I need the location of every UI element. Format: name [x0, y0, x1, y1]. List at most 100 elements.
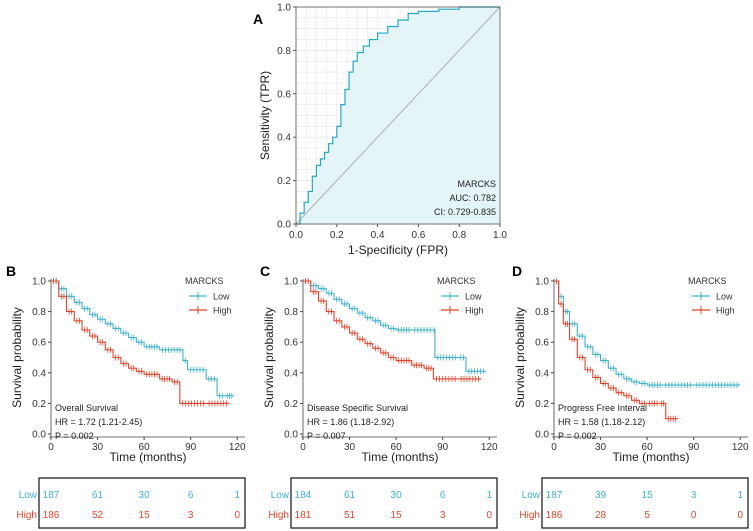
risk-count: 39	[595, 490, 607, 501]
risk-count: 184	[295, 490, 312, 501]
km-curve-high	[554, 280, 679, 420]
hazard-ratio-text: HR = 1.58 (1.18-2.12)	[558, 417, 645, 427]
km-curve-low	[554, 280, 741, 386]
risk-count: 0	[691, 510, 697, 521]
plot-frame	[295, 6, 501, 225]
legend-label-high: High	[716, 306, 735, 316]
panel-label-a: A	[253, 11, 263, 27]
y-axis-title: Sensitivity (TPR)	[258, 71, 272, 160]
x-tick-label: 0.4	[371, 230, 385, 241]
x-tick-label: 0.8	[452, 230, 466, 241]
risk-row-label-high: High	[268, 510, 289, 521]
x-tick-label: 0	[300, 442, 306, 453]
risk-count: 15	[139, 510, 151, 521]
risk-count: 15	[642, 490, 654, 501]
legend-label-high: High	[465, 306, 484, 316]
risk-count: 3	[691, 490, 697, 501]
y-tick-label: 0.4	[277, 133, 291, 144]
risk-count: 61	[92, 490, 104, 501]
panel-label-b: B	[6, 263, 16, 279]
y-tick-label: 1.0	[535, 277, 549, 288]
legend-label-low: Low	[716, 292, 733, 302]
risk-table-frame	[38, 477, 246, 529]
risk-count: 6	[188, 490, 194, 501]
km-curve-low	[51, 280, 235, 397]
survival-type-label: Disease Specific Survival	[307, 403, 408, 413]
risk-count: 181	[295, 510, 312, 521]
x-axis-title: Time (months)	[362, 450, 439, 464]
x-tick-label: 60	[139, 442, 151, 453]
reference-diagonal	[295, 6, 501, 225]
risk-count: 6	[440, 490, 446, 501]
risk-count: 28	[595, 510, 607, 521]
y-tick-label: 0.4	[32, 368, 46, 379]
y-tick-label: 0.8	[277, 46, 291, 57]
panel-a: A 0.0 0.2 0.4 0.6 0.8 1.0 0.0 0.2 0.4 0.6 0.8 1.0 1-S…	[253, 3, 507, 258]
x-tick-label: 30	[344, 442, 356, 453]
risk-count: 15	[391, 510, 403, 521]
risk-count: 1	[486, 490, 492, 501]
risk-count: 0	[737, 510, 743, 521]
x-tick-label: 0	[551, 442, 557, 453]
x-tick-label: 120	[732, 442, 749, 453]
y-tick-label: 1.0	[32, 277, 46, 288]
panel-label-d: D	[512, 263, 522, 279]
risk-count: 5	[644, 510, 650, 521]
roc-legend-text: CI: 0.729-0.835	[434, 207, 496, 217]
y-tick-label: 0.8	[284, 307, 298, 318]
risk-count: 3	[440, 510, 446, 521]
y-tick-label: 0.6	[32, 338, 46, 349]
x-tick-label: 30	[595, 442, 607, 453]
p-value-text: P = 0.002	[55, 431, 94, 441]
risk-count: 61	[344, 490, 356, 501]
y-axis-title: Survival probability	[10, 307, 24, 408]
x-axis-title: Time (months)	[110, 450, 187, 464]
y-tick-label: 0.0	[535, 430, 549, 441]
y-tick-label: 0.4	[535, 368, 549, 379]
y-tick-label: 0.0	[284, 430, 298, 441]
risk-count: 0	[234, 510, 240, 521]
y-tick-label: 0.2	[284, 399, 298, 410]
roc-curve	[296, 6, 500, 225]
risk-row-label-high: High	[519, 510, 540, 521]
legend-label-high: High	[213, 306, 232, 316]
y-axis-title: Survival probability	[513, 307, 527, 408]
y-tick-label: 0.6	[277, 89, 291, 100]
risk-table-frame	[290, 477, 498, 529]
survival-type-label: Overall Survival	[55, 403, 118, 413]
x-tick-label: 0.0	[289, 230, 303, 241]
risk-row-label-high: High	[16, 510, 37, 521]
risk-row-label-low: Low	[522, 490, 541, 501]
hazard-ratio-text: HR = 1.86 (1.18-2.92)	[307, 417, 394, 427]
x-tick-label: 0.6	[411, 230, 425, 241]
legend-title: MARCKS	[437, 276, 476, 286]
risk-count: 3	[188, 510, 194, 521]
x-tick-label: 0	[48, 442, 54, 453]
p-value-text: P = 0.002	[558, 431, 597, 441]
y-tick-label: 0.0	[277, 220, 291, 231]
risk-count: 187	[43, 490, 60, 501]
x-tick-label: 0.2	[330, 230, 344, 241]
x-tick-label: 60	[391, 442, 403, 453]
y-tick-label: 0.2	[277, 176, 291, 187]
legend-label-low: Low	[465, 292, 482, 302]
y-tick-label: 0.2	[535, 399, 549, 410]
roc-legend-text: AUC: 0.782	[449, 193, 496, 203]
risk-count: 1	[234, 490, 240, 501]
risk-row-label-low: Low	[271, 490, 290, 501]
x-tick-label: 120	[229, 442, 246, 453]
y-tick-label: 0.6	[284, 338, 298, 349]
legend-title: MARCKS	[688, 276, 727, 286]
risk-count: 186	[546, 510, 563, 521]
y-tick-label: 0.8	[32, 307, 46, 318]
y-axis-title: Survival probability	[262, 307, 276, 408]
risk-count: 51	[344, 510, 356, 521]
x-axis-title: Time (months)	[613, 450, 690, 464]
risk-count: 52	[92, 510, 104, 521]
x-tick-label: 120	[481, 442, 498, 453]
risk-count: 30	[139, 490, 151, 501]
